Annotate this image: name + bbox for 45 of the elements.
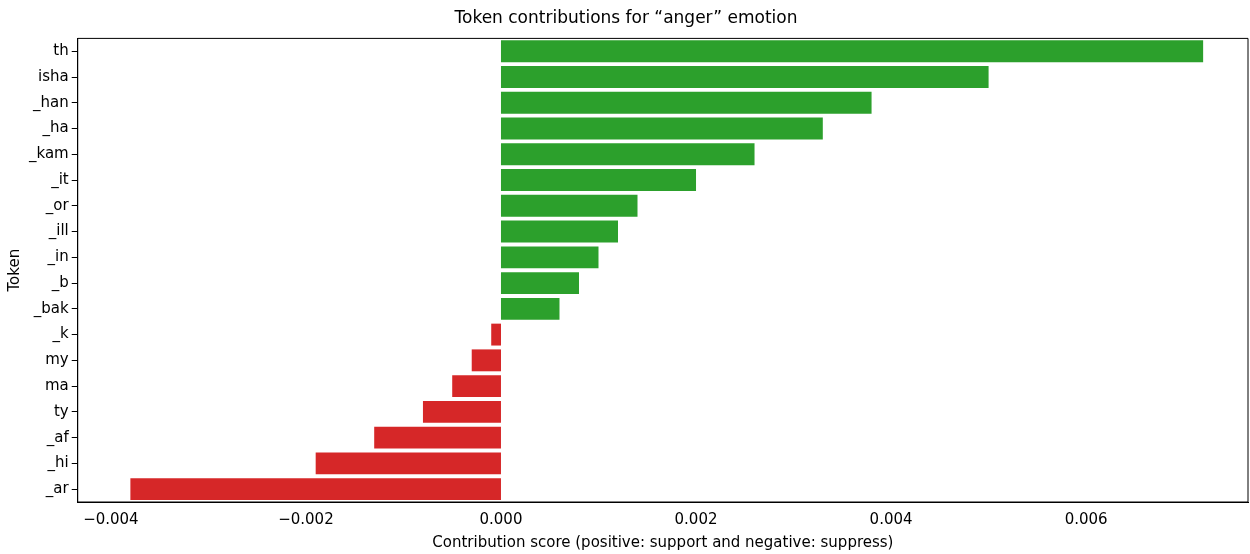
y-tick-label: _ill [47, 221, 69, 241]
y-tick-label: _ha [41, 118, 69, 138]
y-tick-label: ma [44, 375, 69, 394]
bar [500, 272, 579, 295]
bar [471, 349, 501, 372]
y-tick-label: _b [50, 272, 69, 292]
bar [500, 297, 560, 320]
bar [374, 426, 501, 449]
y-tick-label: _af [45, 427, 70, 447]
x-axis-title: Contribution score (positive: support and negative: suppress) [432, 532, 894, 551]
y-tick-label: _or [44, 195, 70, 215]
y-tick-label: _in [46, 247, 69, 267]
y-tick-label: th [53, 41, 69, 60]
bar [422, 400, 501, 423]
bar [452, 375, 501, 398]
y-tick-label: _han [32, 92, 69, 112]
bar [491, 323, 501, 346]
x-tick-label: 0.002 [674, 509, 718, 528]
y-tick-label: _it [50, 169, 69, 189]
x-tick-label: 0.006 [1064, 509, 1108, 528]
y-tick-label: _k [51, 324, 70, 344]
bar [500, 91, 872, 114]
bar [130, 478, 501, 501]
y-tick-label: _hi [46, 453, 69, 473]
bar [500, 117, 823, 140]
x-tick-label: 0.004 [869, 509, 913, 528]
x-tick-label: −0.002 [278, 509, 334, 528]
bar [500, 66, 989, 88]
bar [315, 452, 501, 475]
bar [500, 40, 1204, 63]
y-axis-title: Token [4, 248, 23, 293]
bar [500, 169, 697, 191]
bar [500, 143, 755, 166]
chart-title: Token contributions for “anger” emotion [453, 6, 798, 27]
y-tick-label: my [45, 350, 69, 369]
y-tick-label: ty [53, 401, 69, 420]
bar [500, 220, 618, 243]
x-tick-label: 0.000 [479, 509, 523, 528]
y-tick-label: _bak [32, 298, 70, 318]
y-tick-label: isha [38, 66, 69, 85]
bar [500, 246, 599, 269]
y-tick-label: _kam [27, 144, 69, 164]
y-tick-label: _ar [44, 479, 70, 499]
bar [500, 194, 638, 217]
x-tick-label: −0.004 [83, 509, 139, 528]
